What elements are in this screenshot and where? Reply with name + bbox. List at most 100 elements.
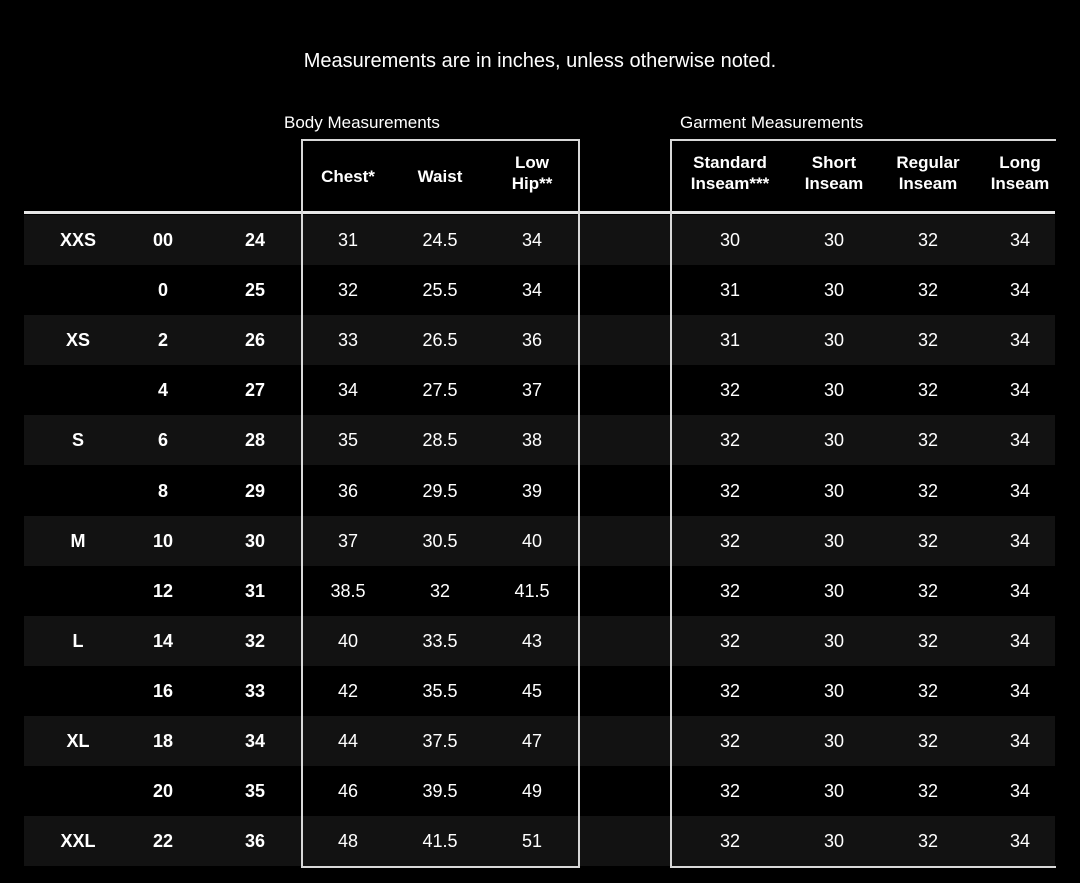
cell-waist: 32 [429, 580, 451, 601]
body-measurements-title: Body Measurements [284, 113, 440, 132]
table-row: 4 27 34 27.5 37 32 30 32 34 [24, 365, 1055, 415]
header-line: Inseam [804, 174, 864, 193]
cell-regular-inseam: 32 [917, 480, 939, 501]
cell-short-inseam: 30 [823, 680, 845, 701]
cell-long-inseam: 34 [1009, 831, 1031, 852]
cell-long-inseam: 34 [1009, 680, 1031, 701]
cell-chest: 37 [337, 530, 359, 551]
table-row: 20 35 46 39.5 49 32 30 32 34 [24, 766, 1055, 816]
cell-short-inseam: 30 [823, 330, 845, 351]
cell-standard-inseam: 32 [719, 480, 741, 501]
cell-long-inseam: 34 [1009, 480, 1031, 501]
cell-waist: 28.5 [422, 430, 458, 451]
header-line: Inseam [898, 174, 958, 193]
header-long-inseam: Long Inseam [965, 152, 1075, 194]
cell-regular-inseam: 32 [917, 230, 939, 250]
cell-waist: 26.5 [422, 330, 458, 351]
cell-chest: 33 [337, 330, 359, 351]
header-line: Inseam [990, 174, 1050, 193]
cell-waist: 29.5 [422, 480, 458, 501]
cell-long-inseam: 34 [1009, 530, 1031, 551]
cell-size-waist: 24 [244, 230, 266, 250]
cell-standard-inseam: 32 [719, 630, 741, 651]
cell-waist: 27.5 [422, 380, 458, 401]
cell-standard-inseam: 32 [719, 530, 741, 551]
cell-low-hip: 47 [521, 731, 543, 751]
header-waist: Waist [417, 167, 463, 186]
cell-long-inseam: 34 [1009, 380, 1031, 401]
cell-waist: 39.5 [422, 781, 458, 802]
header-standard-inseam: Standard Inseam*** [675, 152, 785, 194]
cell-size-waist: 27 [244, 380, 266, 401]
cell-standard-inseam: 32 [719, 831, 741, 852]
cell-standard-inseam: 31 [719, 330, 741, 351]
table-row: XXL 22 36 48 41.5 51 32 30 32 34 [24, 816, 1055, 867]
cell-low-hip: 43 [521, 630, 543, 651]
cell-size-letter: XXL [60, 831, 96, 852]
cell-short-inseam: 30 [823, 480, 845, 501]
table-row: 16 33 42 35.5 45 32 30 32 34 [24, 666, 1055, 716]
cell-long-inseam: 34 [1009, 430, 1031, 451]
cell-long-inseam: 34 [1009, 230, 1031, 250]
cell-short-inseam: 30 [823, 430, 845, 451]
cell-chest: 31 [337, 230, 359, 250]
cell-regular-inseam: 32 [917, 530, 939, 551]
header-line: Standard [693, 153, 767, 172]
cell-waist: 33.5 [422, 630, 458, 651]
header-divider [24, 211, 1055, 214]
cell-low-hip: 34 [521, 230, 543, 250]
cell-long-inseam: 34 [1009, 280, 1031, 301]
cell-size-waist: 30 [244, 530, 266, 551]
cell-short-inseam: 30 [823, 380, 845, 401]
cell-size-number: 18 [152, 731, 174, 751]
cell-short-inseam: 30 [823, 831, 845, 852]
cell-regular-inseam: 32 [917, 630, 939, 651]
cell-chest: 32 [337, 280, 359, 301]
cell-low-hip: 51 [521, 831, 543, 852]
cell-size-number: 14 [152, 630, 174, 651]
cell-short-inseam: 30 [823, 230, 845, 250]
cell-size-waist: 33 [244, 680, 266, 701]
header-line: Hip** [511, 174, 553, 193]
cell-low-hip: 49 [521, 781, 543, 802]
cell-size-letter: XS [65, 330, 90, 351]
cell-chest: 35 [337, 430, 359, 451]
cell-long-inseam: 34 [1009, 731, 1031, 751]
cell-size-number: 8 [157, 480, 168, 501]
header-short-inseam: Short Inseam [779, 152, 889, 194]
garment-measurements-title: Garment Measurements [680, 113, 864, 132]
table-row: XS 2 26 33 26.5 36 31 30 32 34 [24, 315, 1055, 366]
cell-size-number: 10 [152, 530, 174, 551]
cell-size-number: 16 [152, 680, 174, 701]
cell-standard-inseam: 32 [719, 781, 741, 802]
cell-waist: 30.5 [422, 530, 458, 551]
cell-waist: 37.5 [422, 731, 458, 751]
table-row: L 14 32 40 33.5 43 32 30 32 34 [24, 615, 1055, 666]
cell-low-hip: 39 [521, 480, 543, 501]
cell-size-waist: 32 [244, 630, 266, 651]
cell-chest: 40 [337, 630, 359, 651]
cell-standard-inseam: 32 [719, 580, 741, 601]
cell-regular-inseam: 32 [917, 380, 939, 401]
cell-long-inseam: 34 [1009, 781, 1031, 802]
cell-low-hip: 38 [521, 430, 543, 451]
cell-size-waist: 25 [244, 280, 266, 301]
cell-short-inseam: 30 [823, 731, 845, 751]
header-low-hip: Low Hip** [477, 152, 587, 194]
measurement-note: Measurements are in inches, unless other… [303, 50, 777, 72]
cell-size-letter: S [71, 430, 84, 451]
cell-size-waist: 31 [244, 580, 266, 601]
cell-size-waist: 26 [244, 330, 266, 351]
cell-regular-inseam: 32 [917, 330, 939, 351]
cell-low-hip: 41.5 [514, 580, 550, 601]
cell-short-inseam: 30 [823, 280, 845, 301]
cell-low-hip: 36 [521, 330, 543, 351]
table-row: M 10 30 37 30.5 40 32 30 32 34 [24, 515, 1055, 566]
cell-short-inseam: 30 [823, 530, 845, 551]
cell-regular-inseam: 32 [917, 430, 939, 451]
cell-waist: 25.5 [422, 280, 458, 301]
cell-waist: 24.5 [422, 230, 458, 250]
cell-size-number: 00 [152, 230, 174, 250]
cell-regular-inseam: 32 [917, 580, 939, 601]
cell-short-inseam: 30 [823, 781, 845, 802]
